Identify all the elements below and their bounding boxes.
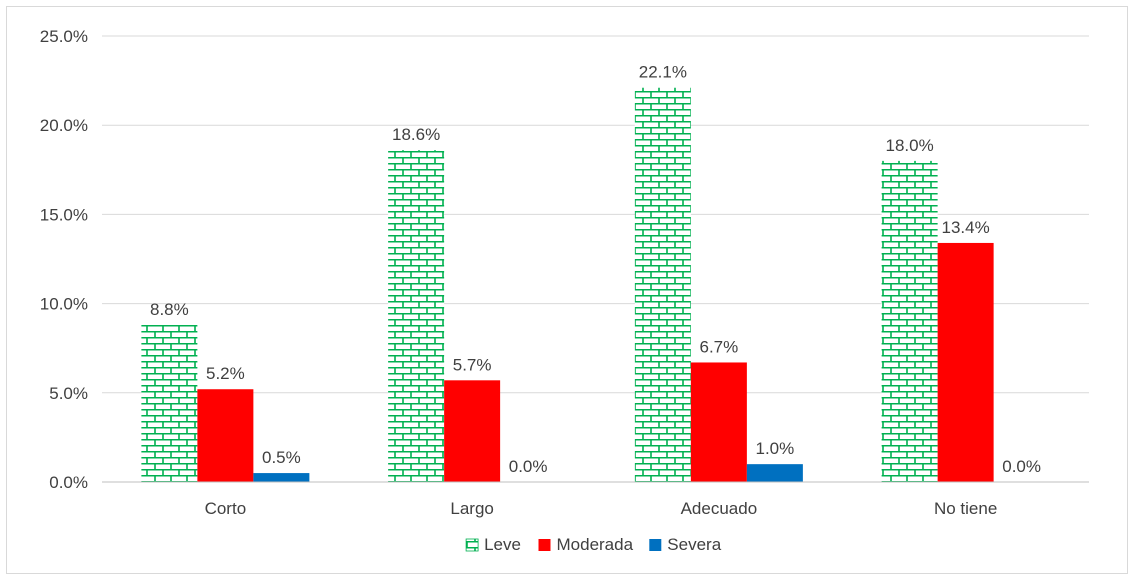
legend: Leve Moderada Severa <box>465 535 722 554</box>
bar-moderada-no-tiene <box>937 242 994 482</box>
legend-label-severa: Severa <box>667 535 721 554</box>
y-tick-label: 20.0% <box>40 116 88 135</box>
legend-label-moderada: Moderada <box>557 535 634 554</box>
legend-item-leve: Leve <box>465 535 521 554</box>
data-label-leve-largo: 18.6% <box>392 125 440 144</box>
data-label-moderada-no-tiene: 13.4% <box>942 218 990 237</box>
bar-chart: 0.0% 5.0% 10.0% 15.0% 20.0% 25.0% 8.8% 5.2% 0.5… <box>40 27 1089 554</box>
data-label-severa-corto: 0.5% <box>262 448 301 467</box>
data-label-moderada-adecuado: 6.7% <box>700 337 739 356</box>
bar-moderada-largo <box>444 380 501 482</box>
x-category-label: No tiene <box>934 499 997 518</box>
legend-swatch-severa <box>649 539 662 551</box>
bars <box>141 87 994 483</box>
data-label-severa-no-tiene: 0.0% <box>1002 457 1041 476</box>
x-category-label: Adecuado <box>681 499 758 518</box>
y-tick-label: 10.0% <box>40 295 88 314</box>
x-axis: Corto Largo Adecuado No tiene <box>102 481 1089 518</box>
data-label-leve-adecuado: 22.1% <box>639 63 687 82</box>
x-category-label: Corto <box>205 499 247 518</box>
chart-frame: 0.0% 5.0% 10.0% 15.0% 20.0% 25.0% 8.8% 5.2% 0.5… <box>6 6 1128 574</box>
bar-severa-corto <box>253 473 310 482</box>
legend-swatch-moderada <box>538 539 551 551</box>
data-label-severa-adecuado: 1.0% <box>756 439 795 458</box>
data-label-leve-no-tiene: 18.0% <box>886 136 934 155</box>
legend-item-severa: Severa <box>649 535 722 554</box>
data-label-leve-corto: 8.8% <box>150 300 189 319</box>
y-tick-label: 15.0% <box>40 205 88 224</box>
legend-swatch-leve <box>465 538 479 552</box>
bar-moderada-corto <box>197 389 254 482</box>
x-category-label: Largo <box>450 499 493 518</box>
y-tick-label: 5.0% <box>49 384 88 403</box>
bar-leve-no-tiene <box>881 160 938 482</box>
bar-leve-adecuado <box>634 87 691 483</box>
legend-label-leve: Leve <box>484 535 521 554</box>
y-tick-label: 0.0% <box>49 473 88 492</box>
bar-leve-largo <box>388 150 445 482</box>
data-label-moderada-corto: 5.2% <box>206 364 245 383</box>
legend-item-moderada: Moderada <box>538 535 634 554</box>
y-tick-label: 25.0% <box>40 27 88 46</box>
data-labels: 8.8% 5.2% 0.5% 18.6% 5.7% 0.0% 22.1% 6.7% 1.0% 18… <box>150 63 1041 476</box>
y-axis: 0.0% 5.0% 10.0% 15.0% 20.0% 25.0% <box>40 27 88 492</box>
data-label-moderada-largo: 5.7% <box>453 355 492 374</box>
bar-leve-corto <box>141 325 198 482</box>
data-label-severa-largo: 0.0% <box>509 457 548 476</box>
bar-moderada-adecuado <box>690 362 747 482</box>
bar-severa-adecuado <box>746 464 803 482</box>
